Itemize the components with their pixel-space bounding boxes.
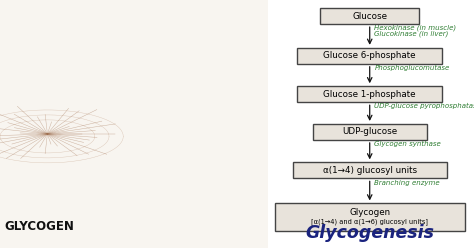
Text: Glycogenesis: Glycogenesis: [305, 224, 434, 242]
Text: Phosphoglucomutase: Phosphoglucomutase: [374, 65, 450, 71]
FancyBboxPatch shape: [298, 48, 442, 64]
Text: Hexokinase (in muscle): Hexokinase (in muscle): [374, 24, 456, 31]
Text: UDP-glucose pyrophosphatase: UDP-glucose pyrophosphatase: [374, 103, 474, 109]
Text: [α(1→4) and α(1→6) glucosyl units]: [α(1→4) and α(1→6) glucosyl units]: [311, 218, 428, 225]
Text: UDP-glucose: UDP-glucose: [342, 127, 397, 136]
Text: Glycogen synthase: Glycogen synthase: [374, 141, 441, 147]
Text: Glucokinase (in liver): Glucokinase (in liver): [374, 31, 449, 37]
Text: Glucose 1-phosphate: Glucose 1-phosphate: [323, 90, 416, 99]
Text: Branching enzyme: Branching enzyme: [374, 180, 440, 186]
FancyBboxPatch shape: [298, 86, 442, 102]
Text: Glucose 6-phosphate: Glucose 6-phosphate: [323, 51, 416, 60]
FancyBboxPatch shape: [320, 8, 419, 24]
Text: Glucose: Glucose: [352, 12, 387, 21]
FancyBboxPatch shape: [268, 0, 472, 248]
FancyBboxPatch shape: [0, 0, 268, 248]
FancyBboxPatch shape: [275, 203, 465, 231]
FancyBboxPatch shape: [293, 162, 447, 179]
Text: GLYCOGEN: GLYCOGEN: [4, 220, 74, 233]
Text: α(1→4) glucosyl units: α(1→4) glucosyl units: [323, 166, 417, 175]
FancyBboxPatch shape: [313, 124, 427, 140]
Text: Glycogen: Glycogen: [349, 208, 390, 217]
